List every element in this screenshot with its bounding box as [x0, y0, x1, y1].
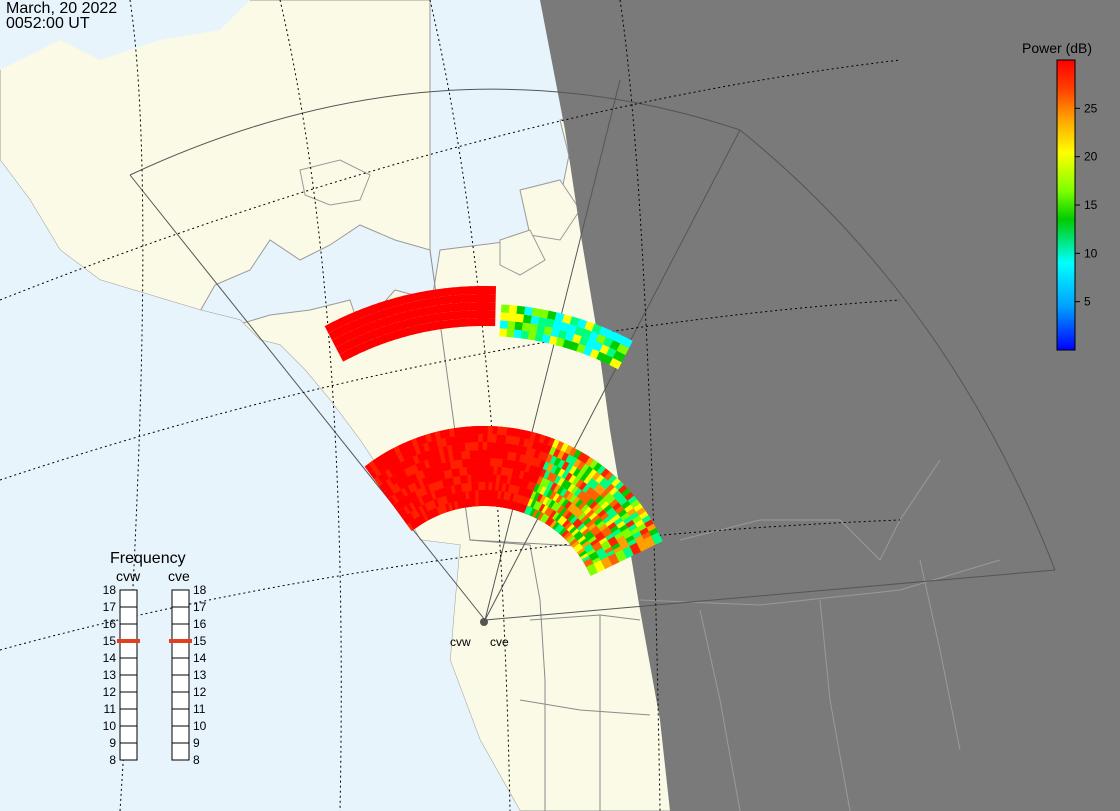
night-borders [639, 459, 1001, 811]
colorbar-tick-label: 25 [1084, 101, 1098, 115]
freq-level-label: 13 [193, 668, 207, 682]
colorbar-ticks: 25 20 15 10 5 [1075, 101, 1098, 309]
freq-level-label: 11 [104, 702, 117, 716]
echo-cell [643, 535, 656, 549]
echo-cell [452, 286, 464, 296]
freq-level-label: 17 [193, 600, 207, 614]
colorbar-title: Power (dB) [1022, 40, 1093, 56]
echo-cell [616, 343, 630, 356]
echo-cell [593, 560, 606, 573]
freq-level-label: 8 [193, 753, 200, 767]
freq-level-label: 18 [193, 583, 207, 597]
frequency-title: Frequency [110, 550, 186, 567]
echo-cell [622, 546, 634, 559]
echo-cell [444, 295, 456, 305]
echo-cell [612, 350, 626, 363]
freq-radar-label-cve: cve [168, 568, 190, 584]
freq-level-label: 10 [193, 719, 207, 733]
freq-level-label: 9 [193, 736, 200, 750]
echo-cell [485, 285, 496, 295]
timestamp-date: March, 20 2022 [6, 0, 118, 17]
freq-level-label: 16 [103, 617, 117, 631]
freq-indicator-cve [169, 639, 192, 643]
night-region [540, 0, 1120, 811]
echo-cell [453, 302, 465, 312]
freq-level-label: 8 [109, 753, 116, 767]
echo-cell [419, 290, 431, 301]
echo-cell [469, 285, 480, 295]
echo-cell [620, 336, 633, 348]
echo-cell [629, 542, 642, 556]
freq-level-label: 17 [103, 600, 117, 614]
freq-level-label: 15 [193, 634, 207, 648]
echo-cell [436, 296, 448, 306]
freq-level-label: 14 [193, 651, 207, 665]
echo-cell [651, 532, 663, 545]
freq-level-label: 10 [103, 719, 117, 733]
echo-cell [460, 286, 472, 295]
echo-cell [586, 563, 598, 577]
radar-site-marker [480, 618, 488, 626]
freq-level-label: 13 [103, 668, 117, 682]
colorbar-tick-label: 10 [1084, 246, 1098, 260]
freq-level-label: 11 [193, 702, 206, 716]
freq-level-label: 12 [193, 685, 207, 699]
echo-cell [477, 301, 488, 311]
echo-cell [500, 304, 512, 314]
freq-level-label: 14 [103, 651, 117, 665]
freq-radar-label-cvw: cvw [116, 568, 141, 584]
frequency-gauges: 18 17 16 15 14 13 12 11 10 9 8 18 17 16 15 14 13 12 11 10 9 8 [103, 583, 207, 767]
echo-cell [435, 288, 447, 298]
site-label-cve: cve [490, 635, 509, 649]
echo-cell [444, 287, 455, 297]
echo-cell [462, 310, 473, 319]
echo-cell [469, 293, 480, 303]
echo-cell [485, 301, 496, 311]
radar-echoes [324, 285, 663, 577]
radar-fov [129, 79, 1056, 621]
echo-cell [445, 303, 457, 313]
echo-cell [485, 317, 496, 327]
freq-level-label: 12 [103, 685, 117, 699]
colorbar-tick-label: 20 [1084, 150, 1098, 164]
colorbar-tick-label: 15 [1084, 198, 1098, 212]
echo-cell [609, 357, 622, 370]
echo-cell [427, 289, 439, 299]
echo-cell [410, 291, 423, 302]
echo-cell [485, 293, 496, 303]
site-label-cvw: cvw [450, 635, 471, 649]
freq-level-label: 9 [109, 736, 116, 750]
echo-cell [477, 285, 488, 295]
echo-cell [461, 302, 473, 311]
echo-cell [477, 293, 488, 303]
timestamp-time: 0052:00 UT [6, 15, 90, 32]
echo-cell [636, 539, 649, 552]
freq-level-label: 16 [193, 617, 207, 631]
echo-cell [607, 553, 620, 566]
echo-cell [469, 301, 480, 311]
echo-cell [428, 297, 440, 307]
echo-cell [469, 309, 481, 319]
timestamp: March, 20 2022 0052:00 UT [6, 0, 118, 32]
power-colorbar: 25 20 15 10 5 [1056, 59, 1098, 351]
echo-cell [453, 294, 464, 304]
freq-level-label: 15 [103, 634, 117, 648]
echo-cell [600, 556, 613, 570]
echo-cell [485, 309, 496, 319]
echo-cell [461, 294, 472, 303]
echo-cell [615, 549, 627, 563]
colorbar-tick-label: 5 [1084, 295, 1091, 309]
freq-level-label: 18 [103, 583, 117, 597]
colorbar-gradient [1056, 59, 1076, 351]
echo-cell [477, 309, 488, 319]
freq-indicator-cvw [117, 639, 140, 643]
